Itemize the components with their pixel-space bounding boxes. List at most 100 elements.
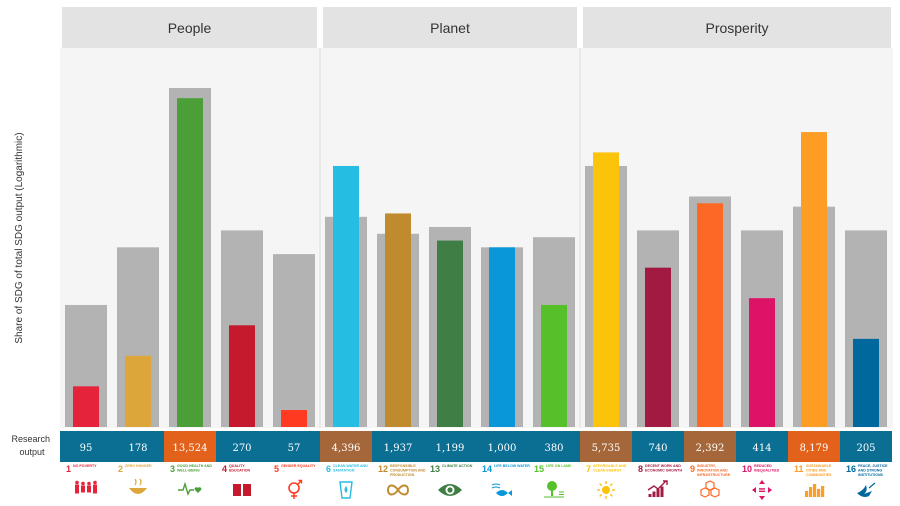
sdg-tile-14: 14 LIFE BELOW WATER: [482, 464, 530, 496]
sdg-number: 8: [638, 464, 643, 474]
panel-header-people: [62, 7, 317, 48]
output-cell-sdg-3: [164, 431, 216, 462]
panel-header-prosperity: [583, 7, 891, 48]
book-icon: [233, 484, 251, 496]
colored-bar-sdg-9: [697, 203, 723, 427]
sdg-icon-row: 1 NO POVERTY 2 ZERO HUNGER 3 GOOD HEALTH AND W…: [66, 464, 888, 500]
sdg-number: 10: [742, 464, 752, 474]
output-value-sdg-9: 2,392: [696, 443, 725, 454]
output-value-sdg-15: 380: [544, 443, 563, 454]
sdg-tile-3: 3 GOOD HEALTH AND WELL-BEING: [170, 464, 212, 496]
output-cell-sdg-11: [788, 431, 840, 462]
output-cell-sdg-15: [528, 431, 580, 462]
colored-bar-sdg-11: [801, 132, 827, 427]
output-value-sdg-6: 4,396: [332, 443, 361, 454]
output-value-sdg-8: 740: [648, 443, 667, 454]
sdg-tile-4: 4 QUALITY EDUCATION: [222, 464, 251, 496]
sdg-tile-7: 7 AFFORDABLE AND CLEAN ENERGY: [586, 464, 627, 499]
y-axis-title: Share of SDG of total SDG output (Logari…: [14, 132, 25, 343]
sdg-tile-6: 6 CLEAN WATER AND SANITATION: [326, 464, 368, 499]
output-cell-sdg-14: [476, 431, 528, 462]
output-value-sdg-1: 95: [80, 443, 93, 454]
sdg-number: 15: [534, 464, 544, 474]
colored-bar-sdg-10: [749, 298, 775, 427]
sdg-number: 9: [690, 464, 695, 474]
output-cell-sdg-16: [840, 431, 892, 462]
dove-icon: [857, 482, 876, 497]
sdg-name: SUSTAINABLE CITIES AND COMMUNITIES: [806, 464, 832, 477]
water-icon: [339, 481, 353, 499]
sdg-tile-12: 12 RESPONSIBLE CONSUMPTION AND PRODUCTION: [378, 464, 426, 496]
output-cell-sdg-9: [684, 431, 736, 462]
group-title-people: People: [168, 20, 212, 36]
research-output-label: Research output: [11, 434, 52, 457]
colored-bar-sdg-3: [177, 98, 203, 428]
sdg-number: 14: [482, 464, 492, 474]
sdg-name: NO POVERTY: [73, 464, 97, 468]
sdg-name: INDUSTRY, INNOVATION AND INFRASTRUCTURE: [697, 464, 731, 477]
output-value-sdg-3: 13,524: [173, 443, 208, 454]
output-cell-sdg-5: [268, 431, 320, 462]
bars: [65, 88, 887, 428]
city-icon: [805, 484, 825, 497]
output-cell-sdg-6: [320, 431, 372, 462]
output-cell-sdg-13: [424, 431, 476, 462]
colored-bar-sdg-8: [645, 267, 671, 427]
colored-bar-sdg-7: [593, 152, 619, 427]
output-value-sdg-16: 205: [856, 443, 875, 454]
panel-prosperity: [581, 48, 893, 428]
colored-bar-sdg-5: [281, 410, 307, 427]
colored-bar-sdg-15: [541, 304, 567, 427]
sdg-tile-5: 5 GENDER EQUALITY: [274, 464, 316, 499]
sdg-number: 13: [430, 464, 440, 474]
output-cell-sdg-4: [216, 431, 268, 462]
sdg-tile-15: 15 LIFE ON LAND: [534, 464, 572, 498]
colored-bar-sdg-14: [489, 247, 515, 427]
family-icon: [75, 480, 97, 494]
output-value-sdg-14: 1,000: [488, 443, 517, 454]
research-output-row: 95 178 13,524 270 57 4,396 1,937 1,199 1,000 380 5…: [60, 431, 892, 462]
sdg-number: 12: [378, 464, 388, 474]
colored-bar-sdg-4: [229, 325, 255, 427]
sdg-tile-1: 1 NO POVERTY: [66, 464, 97, 494]
output-cell-sdg-1: [60, 431, 112, 462]
sdg-number: 1: [66, 464, 71, 474]
sdg-tile-10: 10 REDUCED INEQUALITIES: [742, 464, 780, 500]
output-value-sdg-7: 5,735: [592, 443, 621, 454]
sdg-name: CLIMATE ACTION: [442, 464, 473, 468]
inequality-icon: [752, 480, 772, 500]
sun-icon: [597, 481, 615, 499]
sdg-number: 3: [170, 464, 175, 474]
sdg-name: CLEAN WATER AND SANITATION: [333, 464, 368, 473]
sdg-name: DECENT WORK AND ECONOMIC GROWTH: [645, 464, 683, 473]
sdg-number: 4: [222, 464, 227, 474]
sdg-number: 2: [118, 464, 123, 474]
panel-header-planet: [323, 7, 577, 48]
grey-bar-sdg-5: [273, 254, 315, 427]
bowl-icon: [129, 478, 147, 494]
tree-icon: [544, 481, 564, 498]
output-value-sdg-4: 270: [232, 443, 251, 454]
cubes-icon: [700, 480, 720, 498]
sdg-tile-11: 11 SUSTAINABLE CITIES AND COMMUNITIES: [794, 464, 832, 497]
output-value-sdg-13: 1,199: [436, 443, 465, 454]
sdg-number: 11: [794, 464, 804, 474]
output-value-sdg-12: 1,937: [384, 443, 413, 454]
sdg-number: 7: [586, 464, 591, 474]
output-value-sdg-5: 57: [288, 443, 301, 454]
sdg-number: 5: [274, 464, 279, 474]
infinity-icon: [386, 484, 410, 496]
sdg-number: 6: [326, 464, 331, 474]
sdg-tile-8: 8 DECENT WORK AND ECONOMIC GROWTH: [638, 464, 683, 497]
heartbeat-icon: [178, 481, 202, 496]
sdg-name: GENDER EQUALITY: [281, 464, 316, 468]
group-title-planet: Planet: [430, 20, 470, 36]
colored-bar-sdg-6: [333, 165, 359, 427]
colored-bar-sdg-13: [437, 240, 463, 427]
colored-bar-sdg-2: [125, 355, 151, 427]
growth-chart-icon: [647, 480, 668, 497]
sdg-name: PEACE, JUSTICE AND STRONG INSTITUTIONS: [858, 464, 888, 477]
output-cell-sdg-12: [372, 431, 424, 462]
sdg-number: 16: [846, 464, 856, 474]
